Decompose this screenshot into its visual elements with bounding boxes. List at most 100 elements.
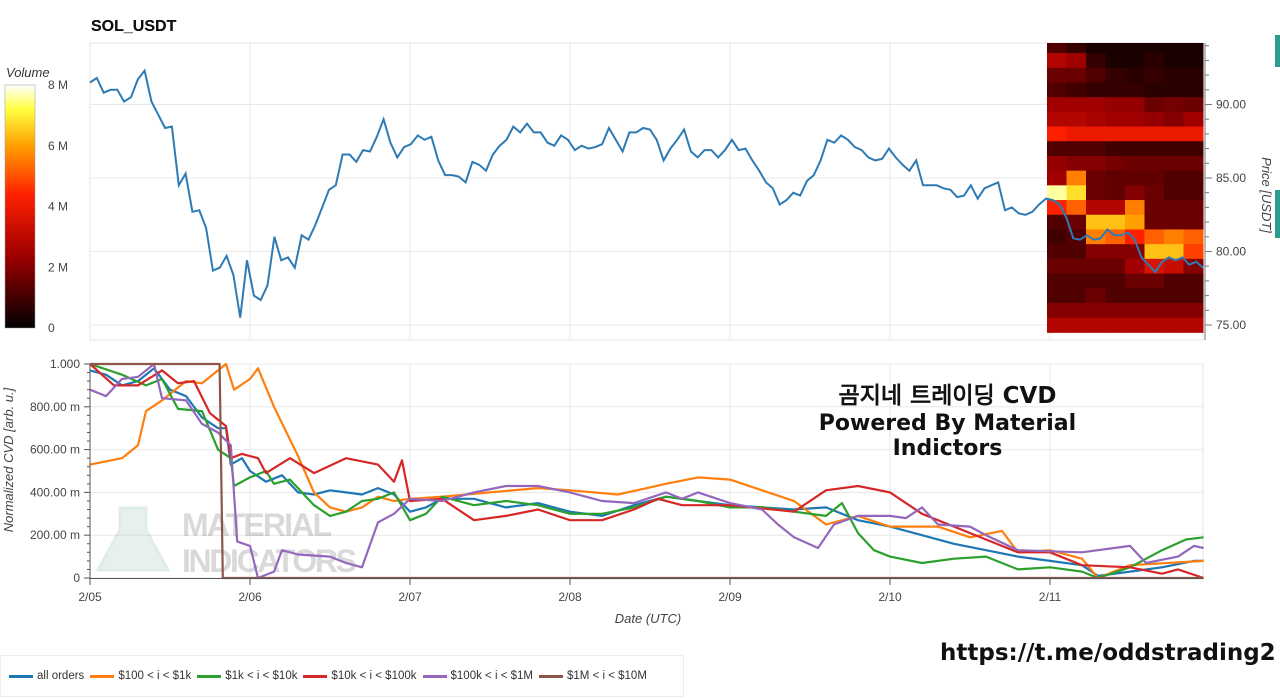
heatmap-cell <box>1047 126 1067 142</box>
heatmap-cell <box>1183 67 1204 83</box>
heatmap-cell <box>1164 82 1184 98</box>
heatmap-cell <box>1125 185 1145 201</box>
colorbar-ticks: 0 2 M 4 M 6 M 8 M <box>48 78 68 335</box>
heatmap-cell <box>1164 258 1184 275</box>
heatmap-cell <box>1144 214 1165 230</box>
heatmap-cell <box>1105 302 1126 319</box>
heatmap-cell <box>1164 302 1184 319</box>
date-tick-label: 2/11 <box>1039 590 1062 604</box>
price-tick-label: 75.00 <box>1216 318 1246 332</box>
heatmap-cell <box>1125 43 1145 54</box>
legend-item-all-orders[interactable]: all orders <box>9 670 84 682</box>
heatmap-cell <box>1086 111 1106 128</box>
heatmap-cell <box>1183 317 1204 333</box>
heatmap-cell <box>1125 200 1145 216</box>
legend-swatch <box>9 674 33 678</box>
heatmap-cell <box>1125 82 1145 98</box>
heatmap-cell <box>1066 273 1087 289</box>
heatmap-cell <box>1183 273 1204 289</box>
heatmap-cell <box>1066 155 1087 172</box>
heatmap-cell <box>1086 302 1106 319</box>
legend-item-10k-100k[interactable]: $10k < i < $100k <box>303 670 417 682</box>
heatmap-cell <box>1183 111 1204 128</box>
heatmap-cell <box>1105 53 1126 69</box>
heatmap-cell <box>1144 288 1165 304</box>
legend-label: $10k < i < $100k <box>331 670 417 682</box>
heatmap-cell <box>1144 185 1165 201</box>
heatmap-cell <box>1066 97 1087 113</box>
heatmap-cell <box>1047 155 1067 172</box>
legend-label: $1M < i < $10M <box>567 670 647 682</box>
heatmap-cell <box>1125 53 1145 69</box>
heatmap-cell <box>1086 67 1106 83</box>
price-axis: 75.00 80.00 85.00 90.00 Price [USDT] <box>1204 43 1274 340</box>
legend-item-100-1k[interactable]: $100 < i < $1k <box>90 670 191 682</box>
heatmap-cell <box>1144 111 1165 128</box>
price-series-line <box>89 68 1204 318</box>
heatmap-cell <box>1125 302 1145 319</box>
cvd-plot-area <box>89 363 1204 579</box>
heatmap-cell <box>1086 126 1106 142</box>
heatmap-cell <box>1047 258 1067 275</box>
price-line <box>89 68 1204 318</box>
heatmap-cell <box>1144 141 1165 157</box>
heatmap-cell <box>1066 185 1087 201</box>
heatmap-cell <box>1086 244 1106 260</box>
heatmap-cell <box>1086 185 1106 201</box>
heatmap-cell <box>1047 244 1067 260</box>
date-tick-label: 2/08 <box>558 590 582 604</box>
heatmap-cell <box>1066 67 1087 83</box>
colorbar-tick-label: 2 M <box>48 260 68 274</box>
heatmap-cell <box>1125 97 1145 113</box>
legend-swatch <box>90 674 115 678</box>
colorbar-tick-label: 8 M <box>48 78 68 92</box>
heatmap-cell <box>1086 155 1106 172</box>
price-plot-grid <box>89 42 1204 341</box>
price-chart-title: SOL_USDT <box>91 18 177 35</box>
heatmap-cell <box>1144 67 1165 83</box>
heatmap-cell <box>1047 317 1067 333</box>
heatmap-cell <box>1125 214 1145 230</box>
cvd-tick-label: 400.00 m <box>30 485 80 499</box>
heatmap-cell <box>1183 170 1204 186</box>
heatmap-cell <box>1183 82 1204 98</box>
heatmap-cell <box>1105 155 1126 172</box>
material-indicators-watermark: MATERIAL INDICATORS <box>95 506 357 579</box>
heatmap-cell <box>1125 67 1145 83</box>
overlay-subtitle: Powered By Material Indictors <box>818 411 1077 461</box>
price-tick-label: 90.00 <box>1216 98 1246 112</box>
telegram-link[interactable]: https://t.me/oddstrading2 <box>940 640 1276 666</box>
heatmap-cell <box>1047 273 1067 289</box>
heatmap-cell <box>1066 111 1087 128</box>
heatmap-cell <box>1047 185 1067 201</box>
heatmap-cell <box>1144 97 1165 113</box>
heatmap-cell <box>1047 229 1067 245</box>
heatmap-cell <box>1183 53 1204 69</box>
legend-item-1k-10k[interactable]: $1k < i < $10k <box>197 670 297 682</box>
cvd-tick-label: 600.00 m <box>30 443 80 457</box>
heatmap-cell <box>1086 200 1106 216</box>
heatmap-cell <box>1144 317 1165 333</box>
heatmap-cell <box>1164 126 1184 142</box>
heatmap-cell <box>1047 302 1067 319</box>
heatmap-cell <box>1047 170 1067 186</box>
heatmap-cell <box>1066 82 1087 98</box>
heatmap-cell <box>1183 43 1204 54</box>
heatmap-cell <box>1125 155 1145 172</box>
right-edge-marker <box>1275 190 1280 238</box>
legend-swatch <box>197 674 222 678</box>
heatmap-cell <box>1105 317 1126 333</box>
heatmap-cell <box>1047 43 1067 54</box>
legend-item-1m-10m[interactable]: $1M < i < $10M <box>539 670 647 682</box>
heatmap-cell <box>1105 229 1126 245</box>
legend-item-100k-1m[interactable]: $100k < i < $1M <box>422 670 533 682</box>
heatmap-cell <box>1164 229 1184 245</box>
heatmap-cell <box>1164 97 1184 113</box>
heatmap-cell <box>1144 258 1165 275</box>
heatmap-cell <box>1066 141 1087 157</box>
heatmap-cell <box>1047 53 1067 69</box>
colorbar-title: Volume <box>6 65 50 80</box>
legend-swatch <box>422 674 447 678</box>
heatmap-cell <box>1105 141 1126 157</box>
heatmap-cell <box>1183 200 1204 216</box>
